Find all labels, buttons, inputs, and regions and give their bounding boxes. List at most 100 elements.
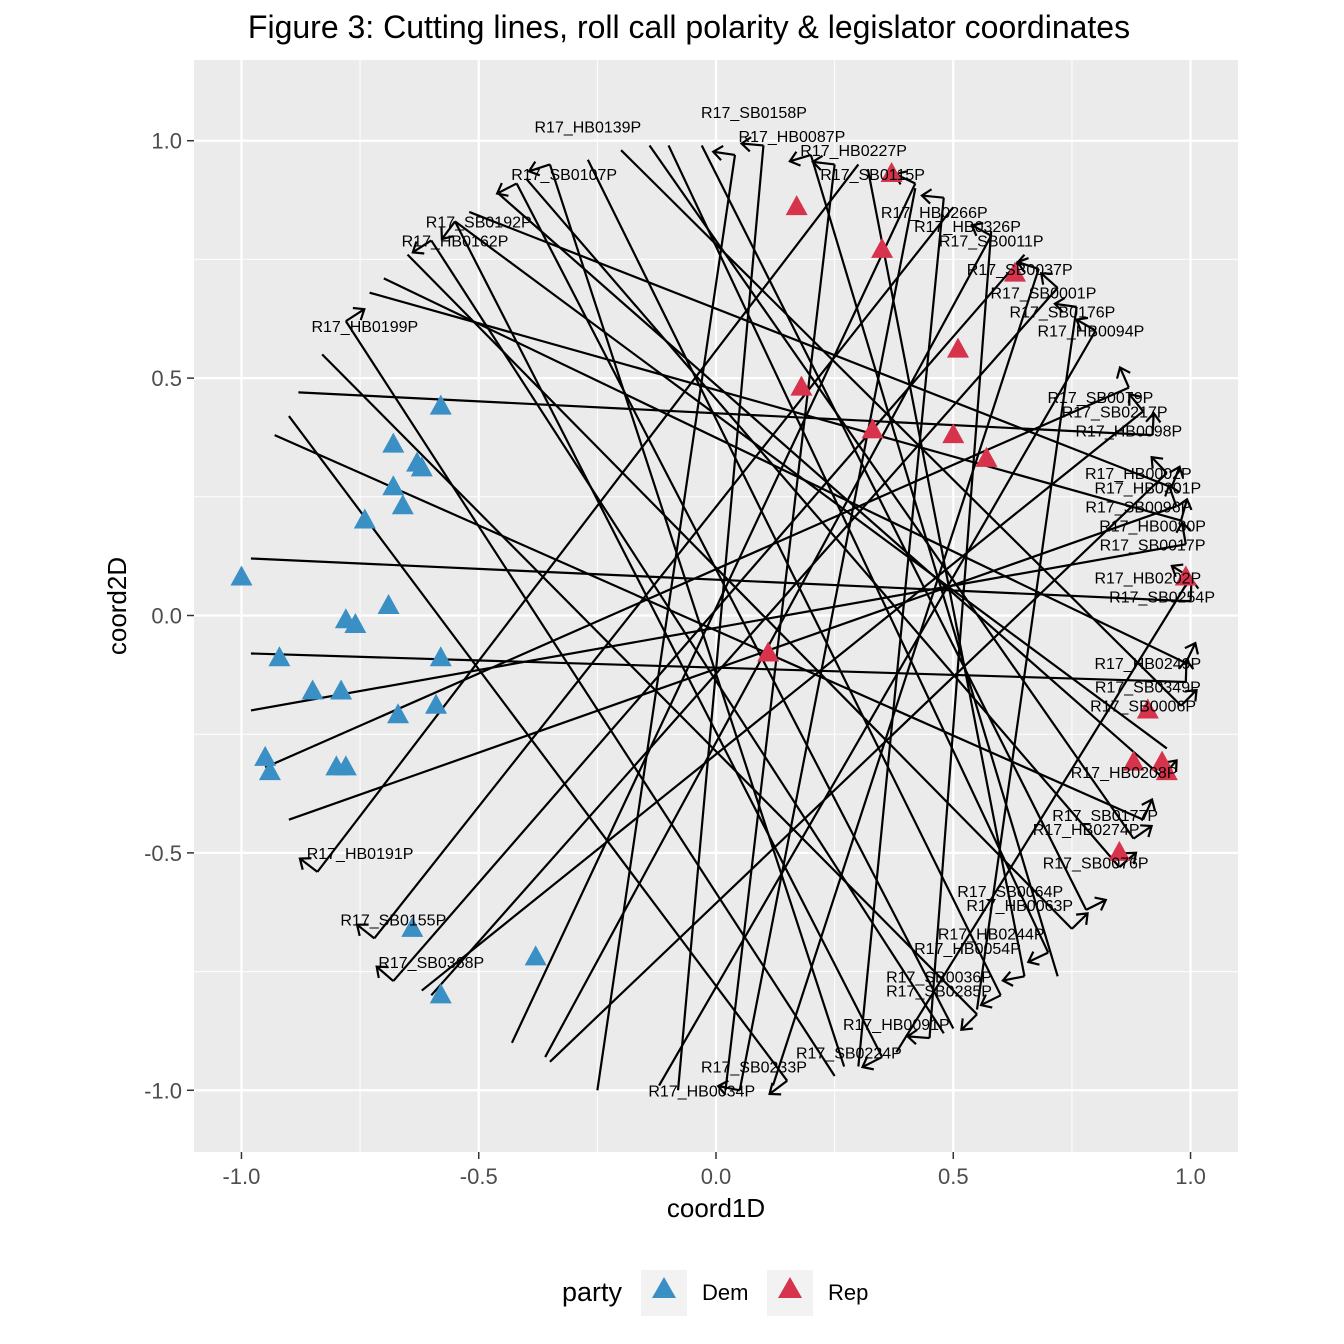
x-axis-ticks: -1.0 -0.5 0.0 0.5 1.0 <box>222 1152 1206 1189</box>
cutting-line-label: R17_HB0191P <box>307 846 414 863</box>
cutting-line-label: R17_SB0115P <box>820 167 925 184</box>
cutting-line <box>321 353 978 1016</box>
polarity-arrow <box>1150 456 1168 474</box>
cutting-line-label: R17_SB0224P <box>796 1045 902 1062</box>
polarity-arrowhead <box>1141 797 1157 811</box>
dem-legislator-marker <box>258 760 281 781</box>
polarity-arrow <box>907 1035 930 1040</box>
rep-legislator-marker <box>942 423 965 444</box>
polarity-arrowhead <box>1026 951 1040 966</box>
cutting-line-label: R17_HB0326P <box>914 219 1021 236</box>
polarity-arrow <box>1027 951 1049 963</box>
cutting-line-label: R17_HB0244P <box>938 927 1045 944</box>
polarity-arrow <box>812 160 835 166</box>
polarity-arrow <box>1128 393 1144 413</box>
cutting-line <box>496 192 1163 778</box>
chart-title: Figure 3: Cutting lines, roll call polar… <box>248 9 1130 45</box>
cutting-line-label: R17_SB0158P <box>701 105 807 122</box>
polarity-arrow <box>960 1013 978 1031</box>
polarity-arrow <box>1054 302 1077 308</box>
polarity-arrowhead <box>411 241 425 255</box>
legend-label-rep: Rep <box>828 1280 868 1305</box>
y-tick-label: 1.0 <box>151 129 182 154</box>
polarity-arrowhead <box>1053 296 1066 313</box>
cutting-line-label: R17_HB0063P <box>966 898 1073 915</box>
polarity-arrowhead <box>1001 971 1014 987</box>
dem-legislator-marker <box>301 679 324 700</box>
polarity-arrowhead <box>1115 365 1131 379</box>
dem-legislator-marker <box>429 983 452 1004</box>
polarity-arrow <box>528 163 551 173</box>
cutting-line-label: R17_SB0233P <box>701 1060 807 1077</box>
polarity-arrowhead <box>768 1082 782 1096</box>
cutting-line <box>658 330 1097 1087</box>
cutting-line-label: R17_HB0098P <box>1075 423 1182 440</box>
cutting-line-label: R17_SB0155P <box>340 912 446 929</box>
rep-legislator-marker <box>1155 760 1178 781</box>
cutting-line <box>250 557 1191 603</box>
y-tick-label: -0.5 <box>144 841 182 866</box>
cutting-line <box>316 163 860 873</box>
dem-legislator-marker <box>382 432 405 453</box>
polarity-arrowhead <box>979 994 993 1009</box>
cutting-line <box>250 543 1186 712</box>
polarity-arrowhead <box>739 136 752 153</box>
cutting-line-label: R17_SB0017P <box>1100 537 1206 554</box>
polarity-arrow <box>789 153 812 163</box>
polarity-arrowhead <box>1175 520 1192 534</box>
polarity-arrow <box>1040 272 1059 289</box>
cutting-line-label: R17_SB0079P <box>1047 390 1153 407</box>
cutting-line <box>288 505 1177 821</box>
polarity-arrow <box>1167 485 1178 507</box>
cutting-line-label: R17_HB0199P <box>311 319 418 336</box>
polarity-arrowhead <box>375 965 389 979</box>
cutting-line-label: R17_SB0001P <box>991 286 1097 303</box>
cutting-line <box>895 576 1192 1053</box>
polarity-arrowhead <box>1184 641 1199 655</box>
cutting-line <box>392 253 1026 982</box>
rep-legislator-marker <box>1174 565 1197 586</box>
polarity-arrow <box>717 1084 740 1092</box>
polarity-arrowhead <box>811 154 824 171</box>
cutting-line <box>406 253 1073 930</box>
dem-legislator-marker <box>230 565 253 586</box>
dem-legislator-marker <box>268 646 291 667</box>
dem-legislator-marker <box>330 679 353 700</box>
dem-legislator-marker <box>254 745 277 766</box>
cutting-line <box>274 434 1144 821</box>
polarity-arrow <box>921 194 944 199</box>
polarity-arrow <box>496 182 518 195</box>
dem-legislator-marker <box>401 916 424 937</box>
cutting-line <box>738 187 917 1091</box>
cutting-line <box>667 144 1050 954</box>
polarity-arrowhead <box>711 144 724 161</box>
polarity-arrowhead <box>1178 658 1195 670</box>
legend-dem-marker <box>652 1277 676 1298</box>
cutting-line-label: R17_SB0076P <box>1043 855 1149 872</box>
cutting-line-label: R17_SB0176P <box>1009 305 1115 322</box>
dem-legislator-marker <box>391 494 414 515</box>
cutting-line <box>515 182 955 1030</box>
cutting-line <box>928 230 993 1039</box>
polarity-arrowhead <box>1140 824 1154 838</box>
polarity-arrow <box>1132 825 1153 840</box>
polarity-arrow <box>1076 318 1097 332</box>
cutting-line-label: R17_HB0266P <box>881 205 988 222</box>
x-tick-label: 1.0 <box>1175 1164 1206 1189</box>
polarity-arrow <box>1151 413 1155 436</box>
dem-legislator-marker <box>425 693 448 714</box>
dem-legislator-marker <box>429 646 452 667</box>
polarity-arrowhead <box>527 161 541 177</box>
polarity-arrow <box>741 142 764 147</box>
legend: party Dem Rep <box>562 1270 868 1316</box>
cutting-line <box>809 154 1059 977</box>
rep-legislator-marker <box>785 195 808 216</box>
rep-legislator-marker <box>1003 261 1026 282</box>
rep-legislator-marker <box>861 418 884 439</box>
polarity-arrowhead <box>960 1018 973 1032</box>
polarity-arrowhead <box>1165 759 1178 772</box>
polarity-arrow <box>1179 499 1189 521</box>
cutting-line-labels: R17_SB0158PR17_HB0139PR17_HB0087PR17_HB0… <box>307 105 1215 1100</box>
polarity-arrowhead <box>970 222 984 237</box>
